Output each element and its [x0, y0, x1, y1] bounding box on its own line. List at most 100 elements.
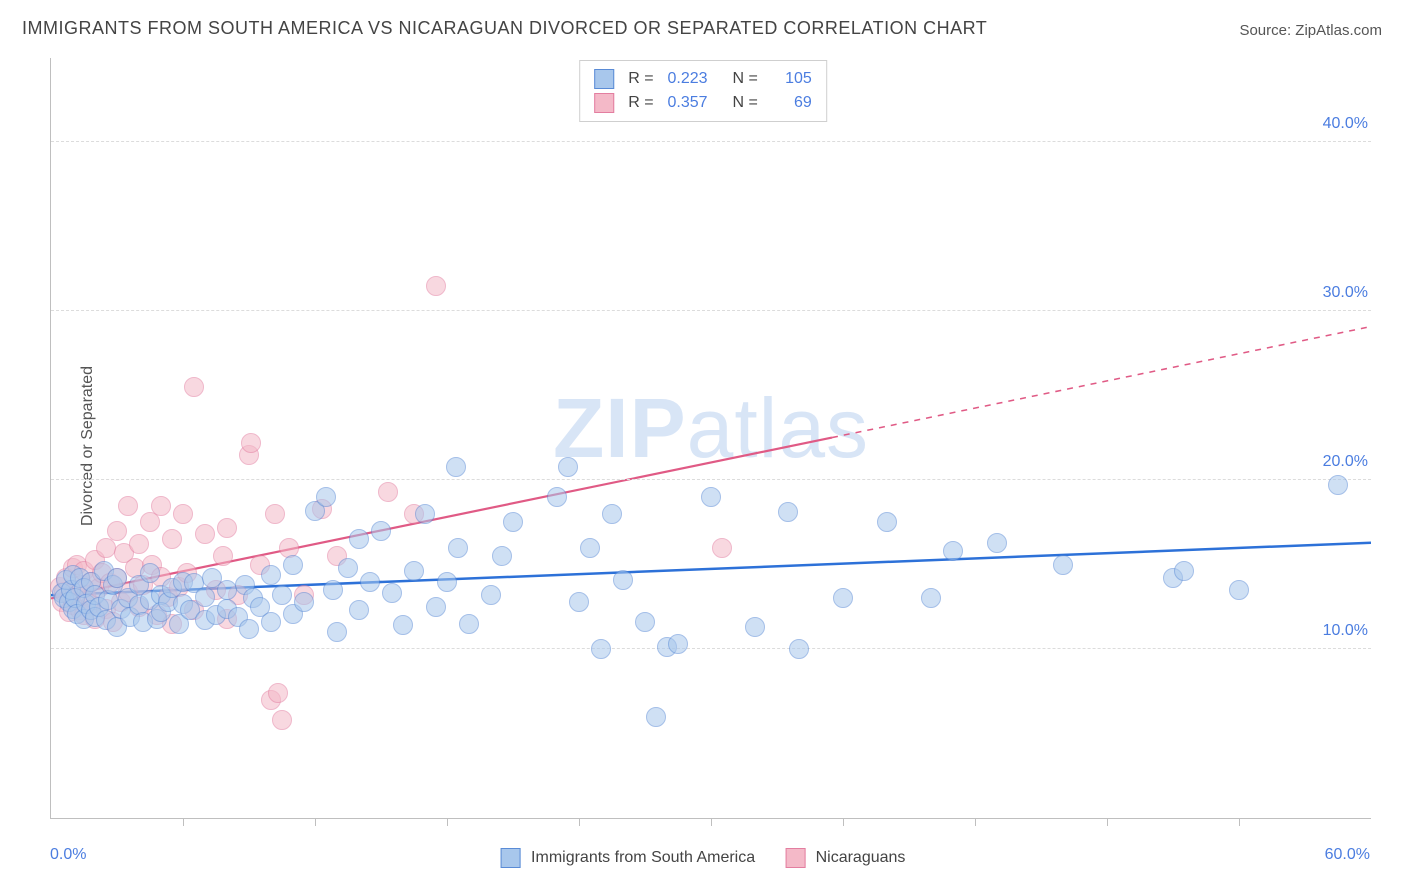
scatter-point-sa	[382, 583, 402, 603]
scatter-point-ni	[195, 524, 215, 544]
trend-line-extrapolated-ni	[832, 327, 1371, 438]
scatter-point-ni	[173, 504, 193, 524]
x-tick	[315, 818, 316, 826]
swatch-ni	[594, 93, 614, 113]
scatter-point-sa	[569, 592, 589, 612]
scatter-point-sa	[448, 538, 468, 558]
scatter-point-sa	[327, 622, 347, 642]
n-value-sa: 105	[766, 67, 812, 91]
y-gridline	[51, 310, 1371, 311]
scatter-point-ni	[129, 534, 149, 554]
y-gridline	[51, 479, 1371, 480]
scatter-point-sa	[437, 572, 457, 592]
scatter-point-sa	[294, 592, 314, 612]
source-label: Source: ZipAtlas.com	[1239, 22, 1382, 39]
label-r: R =	[628, 67, 653, 91]
y-tick-label: 20.0%	[1323, 453, 1376, 471]
y-tick-label: 10.0%	[1323, 622, 1376, 640]
scatter-point-sa	[602, 504, 622, 524]
scatter-point-sa	[360, 572, 380, 592]
y-tick-label: 40.0%	[1323, 115, 1376, 133]
scatter-point-sa	[789, 639, 809, 659]
correlation-legend-row-sa: R = 0.223 N = 105	[594, 67, 812, 91]
x-tick	[843, 818, 844, 826]
scatter-point-sa	[272, 585, 292, 605]
scatter-point-sa	[261, 565, 281, 585]
scatter-point-ni	[272, 710, 292, 730]
r-value-ni: 0.357	[662, 91, 708, 115]
swatch-ni	[785, 848, 805, 868]
series-legend: Immigrants from South America Nicaraguan…	[501, 848, 906, 868]
scatter-point-sa	[701, 487, 721, 507]
scatter-point-ni	[213, 546, 233, 566]
scatter-point-ni	[140, 512, 160, 532]
x-axis-min-label: 0.0%	[50, 846, 86, 864]
scatter-point-sa	[195, 587, 215, 607]
scatter-point-ni	[268, 683, 288, 703]
label-r: R =	[628, 91, 653, 115]
scatter-point-ni	[151, 496, 171, 516]
scatter-point-sa	[943, 541, 963, 561]
scatter-point-sa	[1053, 555, 1073, 575]
scatter-point-sa	[426, 597, 446, 617]
scatter-point-sa	[833, 588, 853, 608]
scatter-point-sa	[107, 568, 127, 588]
scatter-point-sa	[1174, 561, 1194, 581]
scatter-point-sa	[580, 538, 600, 558]
scatter-point-ni	[265, 504, 285, 524]
scatter-point-sa	[503, 512, 523, 532]
r-value-sa: 0.223	[662, 67, 708, 91]
x-tick	[975, 818, 976, 826]
scatter-point-sa	[371, 521, 391, 541]
scatter-point-sa	[668, 634, 688, 654]
y-tick-label: 30.0%	[1323, 284, 1376, 302]
scatter-point-sa	[140, 563, 160, 583]
x-tick	[579, 818, 580, 826]
scatter-point-sa	[393, 615, 413, 635]
x-axis-max-label: 60.0%	[1325, 846, 1370, 864]
scatter-point-sa	[261, 612, 281, 632]
scatter-point-sa	[591, 639, 611, 659]
scatter-point-ni	[241, 433, 261, 453]
swatch-sa	[594, 69, 614, 89]
scatter-point-sa	[558, 457, 578, 477]
y-gridline	[51, 141, 1371, 142]
scatter-point-sa	[745, 617, 765, 637]
plot-area: ZIPatlas 10.0%20.0%30.0%40.0%	[50, 58, 1371, 819]
scatter-point-sa	[446, 457, 466, 477]
scatter-point-ni	[712, 538, 732, 558]
x-tick	[711, 818, 712, 826]
x-tick	[183, 818, 184, 826]
scatter-point-sa	[921, 588, 941, 608]
scatter-point-sa	[987, 533, 1007, 553]
scatter-point-sa	[459, 614, 479, 634]
scatter-point-sa	[1229, 580, 1249, 600]
label-n: N =	[732, 91, 757, 115]
scatter-point-ni	[162, 529, 182, 549]
scatter-point-ni	[118, 496, 138, 516]
scatter-point-ni	[378, 482, 398, 502]
y-gridline	[51, 648, 1371, 649]
scatter-point-ni	[107, 521, 127, 541]
legend-item-sa: Immigrants from South America	[501, 848, 756, 868]
chart-title: IMMIGRANTS FROM SOUTH AMERICA VS NICARAG…	[22, 18, 987, 39]
scatter-point-sa	[338, 558, 358, 578]
watermark: ZIPatlas	[553, 380, 869, 477]
scatter-point-ni	[184, 377, 204, 397]
scatter-point-sa	[316, 487, 336, 507]
scatter-point-sa	[283, 555, 303, 575]
scatter-point-sa	[415, 504, 435, 524]
scatter-point-sa	[646, 707, 666, 727]
scatter-point-sa	[323, 580, 343, 600]
swatch-sa	[501, 848, 521, 868]
scatter-point-sa	[635, 612, 655, 632]
x-tick	[1107, 818, 1108, 826]
scatter-point-sa	[239, 619, 259, 639]
scatter-point-sa	[1328, 475, 1348, 495]
x-tick	[1239, 818, 1240, 826]
scatter-point-ni	[217, 518, 237, 538]
x-tick	[447, 818, 448, 826]
scatter-point-sa	[404, 561, 424, 581]
scatter-point-sa	[349, 529, 369, 549]
scatter-point-sa	[778, 502, 798, 522]
